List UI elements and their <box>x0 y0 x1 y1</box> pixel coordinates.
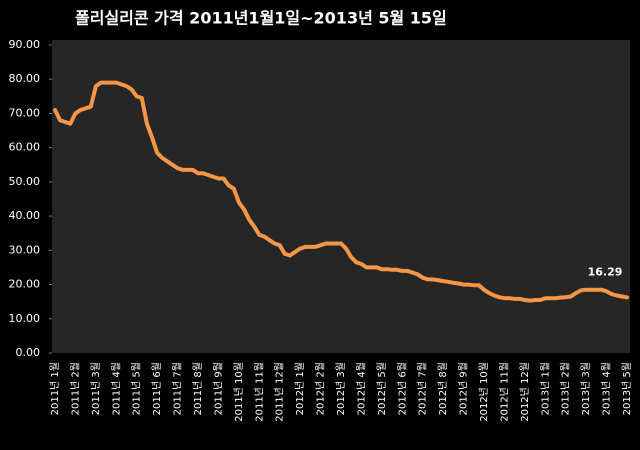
x-tick-label: 2012년 3월 <box>335 362 347 415</box>
x-tick-label: 2011년 12월 <box>274 362 286 422</box>
y-tick-label: 60.00 <box>9 141 41 154</box>
x-tick-label: 2012년 2월 <box>315 362 327 415</box>
chart-title: 폴리실리콘 가격 2011년1월1일~2013년 5월 15일 <box>75 9 447 28</box>
x-tick-label: 2011년 6월 <box>151 362 163 415</box>
y-tick-label: 20.00 <box>9 278 41 291</box>
x-tick-label: 2011년 10월 <box>233 362 245 422</box>
x-tick-label: 2011년 3월 <box>90 362 102 415</box>
x-tick-label: 2011년 4월 <box>110 362 122 415</box>
x-tick-label: 2012년 1월 <box>294 362 306 415</box>
y-tick-label: 30.00 <box>9 243 41 256</box>
y-tick-label: 0.00 <box>16 346 41 359</box>
y-tick-label: 50.00 <box>9 175 41 188</box>
x-tick-label: 2012년 12월 <box>519 362 531 422</box>
x-tick-label: 2013년 3월 <box>580 362 592 415</box>
x-tick-label: 2012년 11월 <box>498 362 510 422</box>
x-tick-label: 2012년 7월 <box>417 362 429 415</box>
x-tick-label: 2013년 4월 <box>601 362 613 415</box>
x-tick-label: 2012년 6월 <box>396 362 408 415</box>
x-tick-label: 2013년 2월 <box>560 362 572 415</box>
y-tick-label: 40.00 <box>9 209 41 222</box>
x-tick-label: 2012년 9월 <box>458 362 470 415</box>
price-line <box>53 80 629 303</box>
y-tick-label: 80.00 <box>9 72 41 85</box>
x-tick-label: 2011년 11월 <box>253 362 265 422</box>
x-tick-label: 2012년 8월 <box>437 362 449 415</box>
data-label: 16.29 <box>588 265 623 278</box>
y-tick-label: 10.00 <box>9 312 41 325</box>
y-tick-label: 90.00 <box>9 38 41 51</box>
plot-area <box>52 40 630 353</box>
x-tick-label: 2011년 7월 <box>172 362 184 415</box>
x-tick-label: 2011년 8월 <box>192 362 204 415</box>
x-tick-label: 2011년 9월 <box>212 362 224 415</box>
x-tick-label: 2011년 2월 <box>69 362 81 415</box>
x-tick-label: 2012년 4월 <box>355 362 367 415</box>
x-tick-label: 2013년 1월 <box>539 362 551 415</box>
x-tick-label: 2013년 5월 <box>621 362 633 415</box>
y-tick-label: 70.00 <box>9 106 41 119</box>
x-tick-label: 2011년 5월 <box>131 362 143 415</box>
x-tick-label: 2012년 10월 <box>478 362 490 422</box>
x-tick-label: 2011년 1월 <box>49 362 61 415</box>
x-tick-label: 2012년 5월 <box>376 362 388 415</box>
